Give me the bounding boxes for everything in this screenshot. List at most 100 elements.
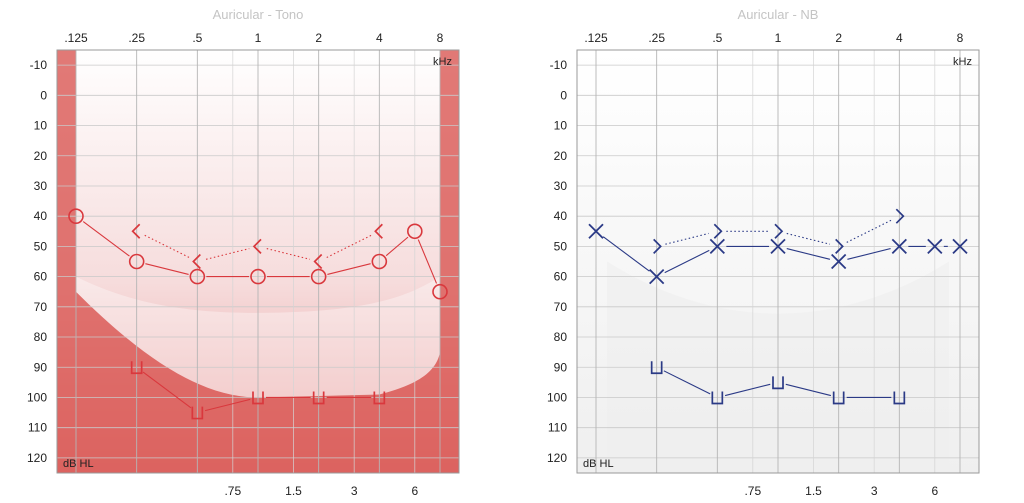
y-tick-label: 40 — [34, 209, 48, 223]
plot-border — [56, 49, 460, 474]
data-point-cross — [588, 223, 604, 239]
x-tick-top-label: 1 — [255, 31, 262, 45]
data-point-circle — [189, 268, 206, 285]
y-tick-label: 100 — [27, 390, 47, 404]
data-point-cross — [831, 253, 847, 270]
chart-title: Auricular - NB — [738, 7, 819, 22]
x-tick-top-label: .25 — [128, 31, 145, 45]
data-point-bracket — [192, 253, 201, 270]
x-tick-top-label: 2 — [315, 31, 322, 45]
series-line-segment — [846, 219, 892, 243]
x-tick-bottom-label: 1.5 — [285, 484, 302, 498]
y-tick-label: -10 — [30, 58, 48, 72]
y-tick-label: 60 — [554, 270, 568, 284]
data-point-cross — [927, 238, 943, 255]
series-line-segment — [724, 383, 771, 397]
data-point-u-bracket — [832, 391, 845, 405]
y-tick-label: 80 — [34, 330, 48, 344]
data-point-bracket — [313, 253, 323, 270]
y-tick-label: 120 — [27, 451, 47, 465]
x-tick-bottom-label: 1.5 — [805, 484, 822, 498]
tone-audiogram: Auricular - Tono .125 .25 .5 1 2 4 8 .75 1.5 3 6 -10… — [27, 7, 460, 498]
x-tick-top-label: .125 — [64, 31, 88, 45]
y-tick-label: 110 — [548, 421, 567, 435]
data-point-bracket — [131, 223, 141, 239]
x-tick-bottom-label: 3 — [871, 484, 878, 498]
series-line-segment — [785, 383, 832, 397]
y-tick-label: 40 — [554, 209, 568, 223]
data-point-bracket — [653, 238, 662, 254]
data-point-cross — [891, 238, 907, 255]
x-tick-bottom-label: 3 — [351, 484, 358, 498]
nb-audiogram: Auricular - NB .125 .25 .5 1 2 4 8 .75 1.5 3 6 -10 0 1… — [547, 7, 980, 498]
y-tick-label: 20 — [554, 149, 568, 163]
x-tick-top-label: .5 — [192, 31, 202, 45]
data-point-cross — [952, 238, 968, 255]
data-point-bracket — [835, 238, 844, 254]
y-tick-label: 0 — [40, 88, 47, 102]
data-point-circle — [371, 253, 388, 270]
x-tick-top-label: 4 — [896, 31, 903, 45]
chart-title: Auricular - Tono — [213, 7, 304, 22]
x-tick-bottom-label: 6 — [931, 484, 938, 498]
data-point-u-bracket — [252, 391, 264, 405]
data-point-circle — [407, 223, 423, 240]
series-line-segment — [663, 370, 711, 395]
x-tick-bottom-label: 6 — [411, 484, 418, 498]
series-line-segment — [664, 249, 710, 274]
x-tick-top-label: 8 — [437, 31, 444, 45]
series-line-segment — [602, 236, 650, 272]
data-point-u-bracket — [312, 391, 325, 405]
series-line-segment — [665, 232, 709, 245]
data-point-cross — [649, 268, 665, 285]
x-axis-unit-label: kHz — [953, 56, 972, 68]
data-point-bracket — [713, 223, 723, 239]
data-point-circle — [432, 283, 448, 300]
y-tick-label: 100 — [547, 390, 567, 404]
y-tick-label: 50 — [554, 239, 568, 253]
y-tick-label: 30 — [34, 179, 48, 193]
x-tick-top-label: 8 — [957, 31, 964, 45]
y-tick-label: 110 — [28, 421, 47, 435]
series-line-segment — [385, 236, 409, 257]
data-point-circle — [128, 253, 145, 270]
data-point-u-bracket — [711, 391, 724, 405]
y-tick-label: 90 — [34, 360, 48, 374]
data-point-circle — [250, 268, 266, 285]
series-line-segment — [204, 398, 251, 412]
series-line-segment — [145, 263, 189, 275]
x-tick-top-label: .125 — [584, 31, 608, 45]
y-tick-label: 10 — [34, 119, 48, 133]
data-point-u-bracket — [130, 361, 143, 375]
y-axis-unit-label: dB HL — [63, 458, 94, 470]
series-line-segment — [786, 248, 831, 260]
x-tick-top-label: 2 — [835, 31, 842, 45]
data-point-cross — [709, 238, 725, 255]
y-tick-label: 20 — [34, 149, 48, 163]
series-line-segment — [142, 371, 192, 409]
y-tick-label: 60 — [34, 270, 48, 284]
y-tick-label: 0 — [560, 88, 567, 102]
y-tick-label: 50 — [34, 239, 48, 253]
x-axis-unit-label: kHz — [433, 56, 452, 68]
data-point-circle — [68, 208, 84, 224]
y-tick-label: 70 — [34, 300, 48, 314]
y-tick-label: 70 — [554, 300, 568, 314]
data-point-bracket — [774, 223, 784, 239]
series-line-segment — [326, 234, 372, 258]
y-tick-label: 30 — [554, 179, 568, 193]
series-line-segment — [82, 221, 130, 257]
plot-border — [576, 49, 980, 474]
data-point-u-bracket — [650, 361, 663, 375]
data-point-u-bracket — [772, 376, 784, 390]
series-line-segment — [266, 248, 311, 260]
series-line-segment — [417, 239, 438, 284]
y-tick-label: 120 — [547, 451, 567, 465]
x-tick-top-label: .5 — [712, 31, 722, 45]
y-tick-label: 10 — [554, 119, 568, 133]
y-tick-label: 80 — [554, 330, 568, 344]
data-point-bracket — [895, 208, 905, 224]
y-tick-label: 90 — [554, 360, 568, 374]
y-axis-unit-label: dB HL — [583, 458, 614, 470]
